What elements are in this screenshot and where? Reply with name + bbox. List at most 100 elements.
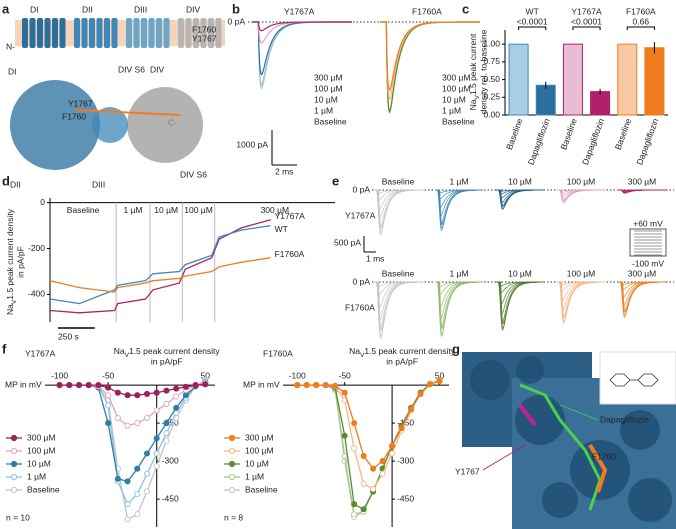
- y-tick-label: -150: [162, 417, 179, 427]
- current-trace: [435, 189, 483, 217]
- bracket: [626, 26, 655, 30]
- current-trace: [496, 189, 544, 207]
- group-label: WT: [526, 6, 539, 16]
- legend-label: 100 µM: [314, 83, 343, 93]
- legend-label: 300 µM: [442, 72, 471, 82]
- legend-marker: [228, 473, 236, 481]
- iv-point: [105, 384, 112, 391]
- current-trace: [252, 21, 352, 32]
- helix: [29, 18, 36, 48]
- panel-label: e: [332, 173, 339, 188]
- y-tick-label: 0.75: [483, 56, 500, 66]
- panel-label: d: [2, 173, 10, 188]
- y-tick-label: -200: [28, 243, 45, 253]
- helix: [215, 18, 222, 48]
- iv-point: [182, 392, 189, 399]
- legend-label: 1 µM: [245, 471, 264, 481]
- iv-point: [351, 511, 358, 518]
- view-label: DIV S6: [180, 169, 207, 179]
- iv-point: [182, 383, 189, 390]
- current-trace: [557, 281, 605, 319]
- helix: [163, 18, 170, 48]
- iv-point: [153, 450, 160, 457]
- iv-point: [173, 385, 180, 392]
- condition-label: 10 µM: [508, 268, 532, 278]
- legend-label: 10 µM: [245, 458, 269, 468]
- helix-blob: [516, 356, 544, 384]
- iv-point: [332, 382, 339, 389]
- iv-curve: [59, 383, 206, 396]
- condition-label: 100 µM: [567, 176, 596, 186]
- y-tick-label: -300: [397, 455, 414, 465]
- helix: [22, 18, 28, 48]
- y-tick-label: -400: [28, 289, 45, 299]
- label-sub: V: [11, 299, 18, 304]
- helix: [81, 18, 88, 48]
- current-trace: [374, 189, 422, 230]
- legend-marker: [228, 434, 236, 442]
- current-trace: [374, 281, 422, 331]
- iv-point: [417, 390, 424, 397]
- legend-marker: [10, 486, 18, 494]
- helix: [208, 18, 214, 48]
- pointer: [559, 404, 599, 421]
- legend-label: 10 µM: [442, 94, 466, 104]
- series-label: F1760A: [275, 249, 305, 259]
- iv-point: [436, 378, 443, 385]
- domain-label: DI: [30, 4, 39, 14]
- legend-label: 100 µM: [245, 445, 274, 455]
- domain-label: DII: [82, 4, 93, 14]
- ligand-label: Dapagliflozin: [600, 414, 649, 424]
- condition-label: Baseline: [382, 268, 415, 278]
- current-trace: [496, 189, 544, 208]
- n-label: n = 10: [6, 512, 30, 522]
- label-part: Na: [468, 99, 478, 110]
- iv-point: [153, 407, 160, 414]
- label-part: Na: [349, 346, 360, 356]
- iv-point: [85, 382, 92, 389]
- legend-marker: [228, 447, 236, 455]
- bracket: [572, 26, 601, 30]
- view-label: DI: [8, 66, 17, 76]
- series-label: WT: [275, 224, 288, 234]
- mutation-label: F1760: [192, 24, 216, 34]
- condition-label: 10 µM: [508, 176, 532, 186]
- helix: [126, 18, 132, 48]
- scale-label: 250 s: [58, 331, 79, 341]
- helix-blob: [515, 395, 565, 445]
- row-label: Y1767A: [345, 210, 376, 220]
- current-trace: [496, 189, 544, 204]
- residue-label: Y1767: [455, 466, 480, 476]
- trace-title: F1760A: [412, 6, 442, 16]
- x-tick-label: -50: [339, 370, 352, 380]
- iv-point: [114, 414, 121, 422]
- view-label: DIV S6: [118, 64, 145, 74]
- bar: [644, 47, 665, 116]
- y-tick-label: 0.00: [483, 109, 500, 119]
- helix: [89, 18, 95, 48]
- helix: [133, 18, 140, 48]
- label-sub: V: [474, 94, 481, 99]
- iv-point: [105, 402, 112, 409]
- current-trace: [557, 281, 605, 311]
- current-trace: [252, 21, 352, 44]
- iv-point: [163, 420, 170, 427]
- iv-point: [379, 470, 386, 477]
- helix-blob: [628, 478, 672, 522]
- x-tick-label: -50: [102, 370, 115, 380]
- current-trace: [618, 281, 666, 307]
- view-label: Y1767: [68, 98, 93, 108]
- legend-label: 300 µM: [314, 72, 343, 82]
- iv-point: [66, 382, 73, 389]
- current-trace: [435, 189, 483, 226]
- legend-label: 1 µM: [314, 105, 333, 115]
- panel-label: g: [452, 341, 460, 356]
- bracket: [518, 26, 547, 30]
- helix: [111, 18, 118, 48]
- iv-point: [124, 392, 131, 399]
- iv-point: [351, 501, 358, 508]
- iv-point: [143, 414, 151, 422]
- legend-marker: [228, 486, 236, 494]
